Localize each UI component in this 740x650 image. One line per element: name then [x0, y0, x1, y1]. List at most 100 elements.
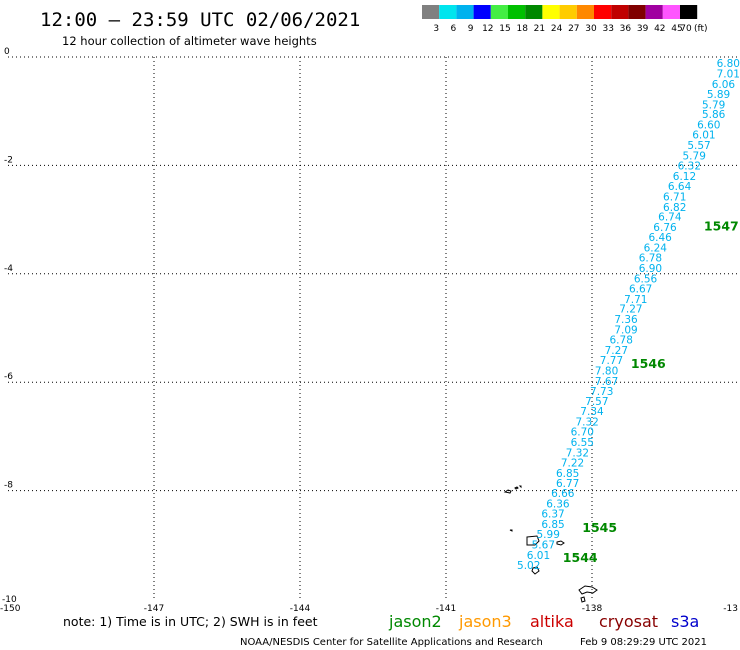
legend-swatch	[594, 5, 612, 19]
chart-title: 12:00 – 23:59 UTC 02/06/2021	[40, 9, 360, 31]
wave-height-label: 6.76	[653, 222, 677, 234]
wave-height-label: 6.66	[551, 488, 575, 500]
wave-height-label: 7.27	[619, 304, 642, 316]
legend-label: 15	[499, 24, 510, 34]
wave-height-label: 6.06	[712, 79, 736, 91]
island-eiao	[503, 489, 512, 494]
wave-height-label: 6.78	[610, 335, 633, 347]
satellite-jason2: jason2	[388, 612, 442, 631]
legend-label: 30	[585, 24, 597, 34]
wave-height-label: 6.12	[673, 171, 696, 183]
legend-swatch	[490, 5, 508, 19]
wave-height-label: 7.36	[614, 314, 638, 326]
wave-height-label: 6.24	[644, 242, 668, 254]
legend-label: 24	[551, 24, 563, 34]
pass-time-labels: 1547 1546 1545 1544	[563, 218, 739, 565]
legend-label: 9	[468, 24, 474, 34]
grid-lines	[8, 56, 738, 599]
wave-height-label: 6.82	[663, 202, 686, 214]
island-ua-pou	[531, 566, 540, 575]
wave-height-label: 6.60	[697, 119, 720, 131]
chart-subtitle: 12 hour collection of altimeter wave hei…	[62, 34, 317, 48]
wave-height-values: 6.807.016.065.895.795.866.606.015.575.79…	[517, 58, 740, 572]
x-tick-label: -147	[144, 604, 164, 614]
wave-height-label: 6.77	[556, 478, 579, 490]
island-hiva-oa	[578, 585, 598, 595]
satellite-cryosat: cryosat	[599, 612, 658, 631]
legend-swatch	[473, 5, 491, 19]
wave-height-label: 7.22	[561, 458, 584, 470]
legend-label: 21	[534, 24, 545, 34]
y-corner-label: -10	[2, 595, 17, 605]
legend-swatch	[680, 5, 698, 19]
island-fatu-huku	[509, 529, 513, 532]
legend-label: 70	[680, 24, 692, 34]
x-tick-label: -144	[290, 604, 311, 614]
legend-swatch	[525, 5, 543, 19]
satellite-s3a: s3a	[671, 612, 699, 631]
wave-height-label: 6.67	[629, 284, 652, 296]
legend-swatch	[576, 5, 594, 19]
legend-label: 39	[637, 24, 649, 34]
island-hatutu	[514, 486, 519, 490]
generated-timestamp: Feb 9 08:29:29 UTC 2021	[580, 637, 707, 648]
wave-height-label: 5.86	[702, 109, 726, 121]
wave-height-label: 7.73	[590, 386, 613, 398]
legend-unit: (ft)	[694, 24, 708, 34]
legend-swatch	[662, 5, 680, 19]
legend-swatch	[456, 5, 474, 19]
legend-swatch	[542, 5, 560, 19]
legend-label: 18	[516, 24, 528, 34]
legend-label: 45	[671, 24, 682, 34]
legend-swatch	[439, 5, 457, 19]
wave-height-label: 5.79	[702, 99, 725, 111]
wave-height-label: 5.79	[683, 150, 706, 162]
credit-line: NOAA/NESDIS Center for Satellite Applica…	[240, 637, 543, 648]
wave-height-label: 6.85	[541, 519, 564, 531]
legend-label: 42	[654, 24, 665, 34]
wave-height-label: 6.46	[648, 232, 672, 244]
legend-label: 3	[433, 24, 439, 34]
legend-swatch	[422, 5, 440, 19]
units-note: note: 1) Time is in UTC; 2) SWH is in fe…	[63, 614, 318, 629]
y-tick-label: 0	[4, 47, 10, 57]
wave-height-label: 7.80	[595, 365, 618, 377]
wave-height-label: 6.90	[639, 263, 662, 275]
y-tick-label: -8	[4, 481, 13, 491]
wave-height-label: 5.99	[537, 529, 560, 541]
legend-swatch	[628, 5, 646, 19]
satellite-jason3: jason3	[458, 612, 512, 631]
wave-height-label: 7.57	[585, 396, 608, 408]
wave-height-label: 6.70	[571, 427, 594, 439]
wave-height-label: 7.09	[614, 324, 637, 336]
wave-height-label: 6.55	[571, 437, 594, 449]
legend-swatch	[508, 5, 526, 19]
pass-time-label: 1547	[704, 218, 739, 233]
y-tick-label: -2	[4, 155, 13, 165]
legend-label: 6	[451, 24, 457, 34]
x-tick-label: -138	[582, 604, 603, 614]
wave-height-label: 6.32	[678, 161, 701, 173]
wave-height-label: 7.67	[595, 376, 618, 388]
legend-swatch	[645, 5, 663, 19]
wave-height-label: 6.78	[639, 253, 662, 265]
wave-height-label: 7.27	[605, 345, 628, 357]
wave-height-label: 5.89	[707, 89, 730, 101]
legend-label: 27	[568, 24, 579, 34]
legend-swatch	[611, 5, 629, 19]
x-corner-label-right: -13	[723, 604, 738, 614]
satellite-key: jason2 jason3 altika cryosat s3a	[388, 612, 699, 631]
wave-height-label: 5.57	[687, 140, 710, 152]
wave-height-label: 6.74	[658, 212, 682, 224]
x-tick-label: -141	[436, 604, 456, 614]
wave-height-label: 6.64	[668, 181, 692, 193]
pass-time-label: 1546	[631, 356, 666, 371]
pass-time-label: 1545	[582, 520, 617, 535]
wave-height-label: 5.67	[532, 539, 555, 551]
x-corner-label: -150	[0, 604, 21, 614]
island-motu-one	[518, 485, 522, 489]
wave-height-label: 6.36	[546, 498, 570, 510]
wave-height-label: 6.80	[717, 58, 740, 70]
